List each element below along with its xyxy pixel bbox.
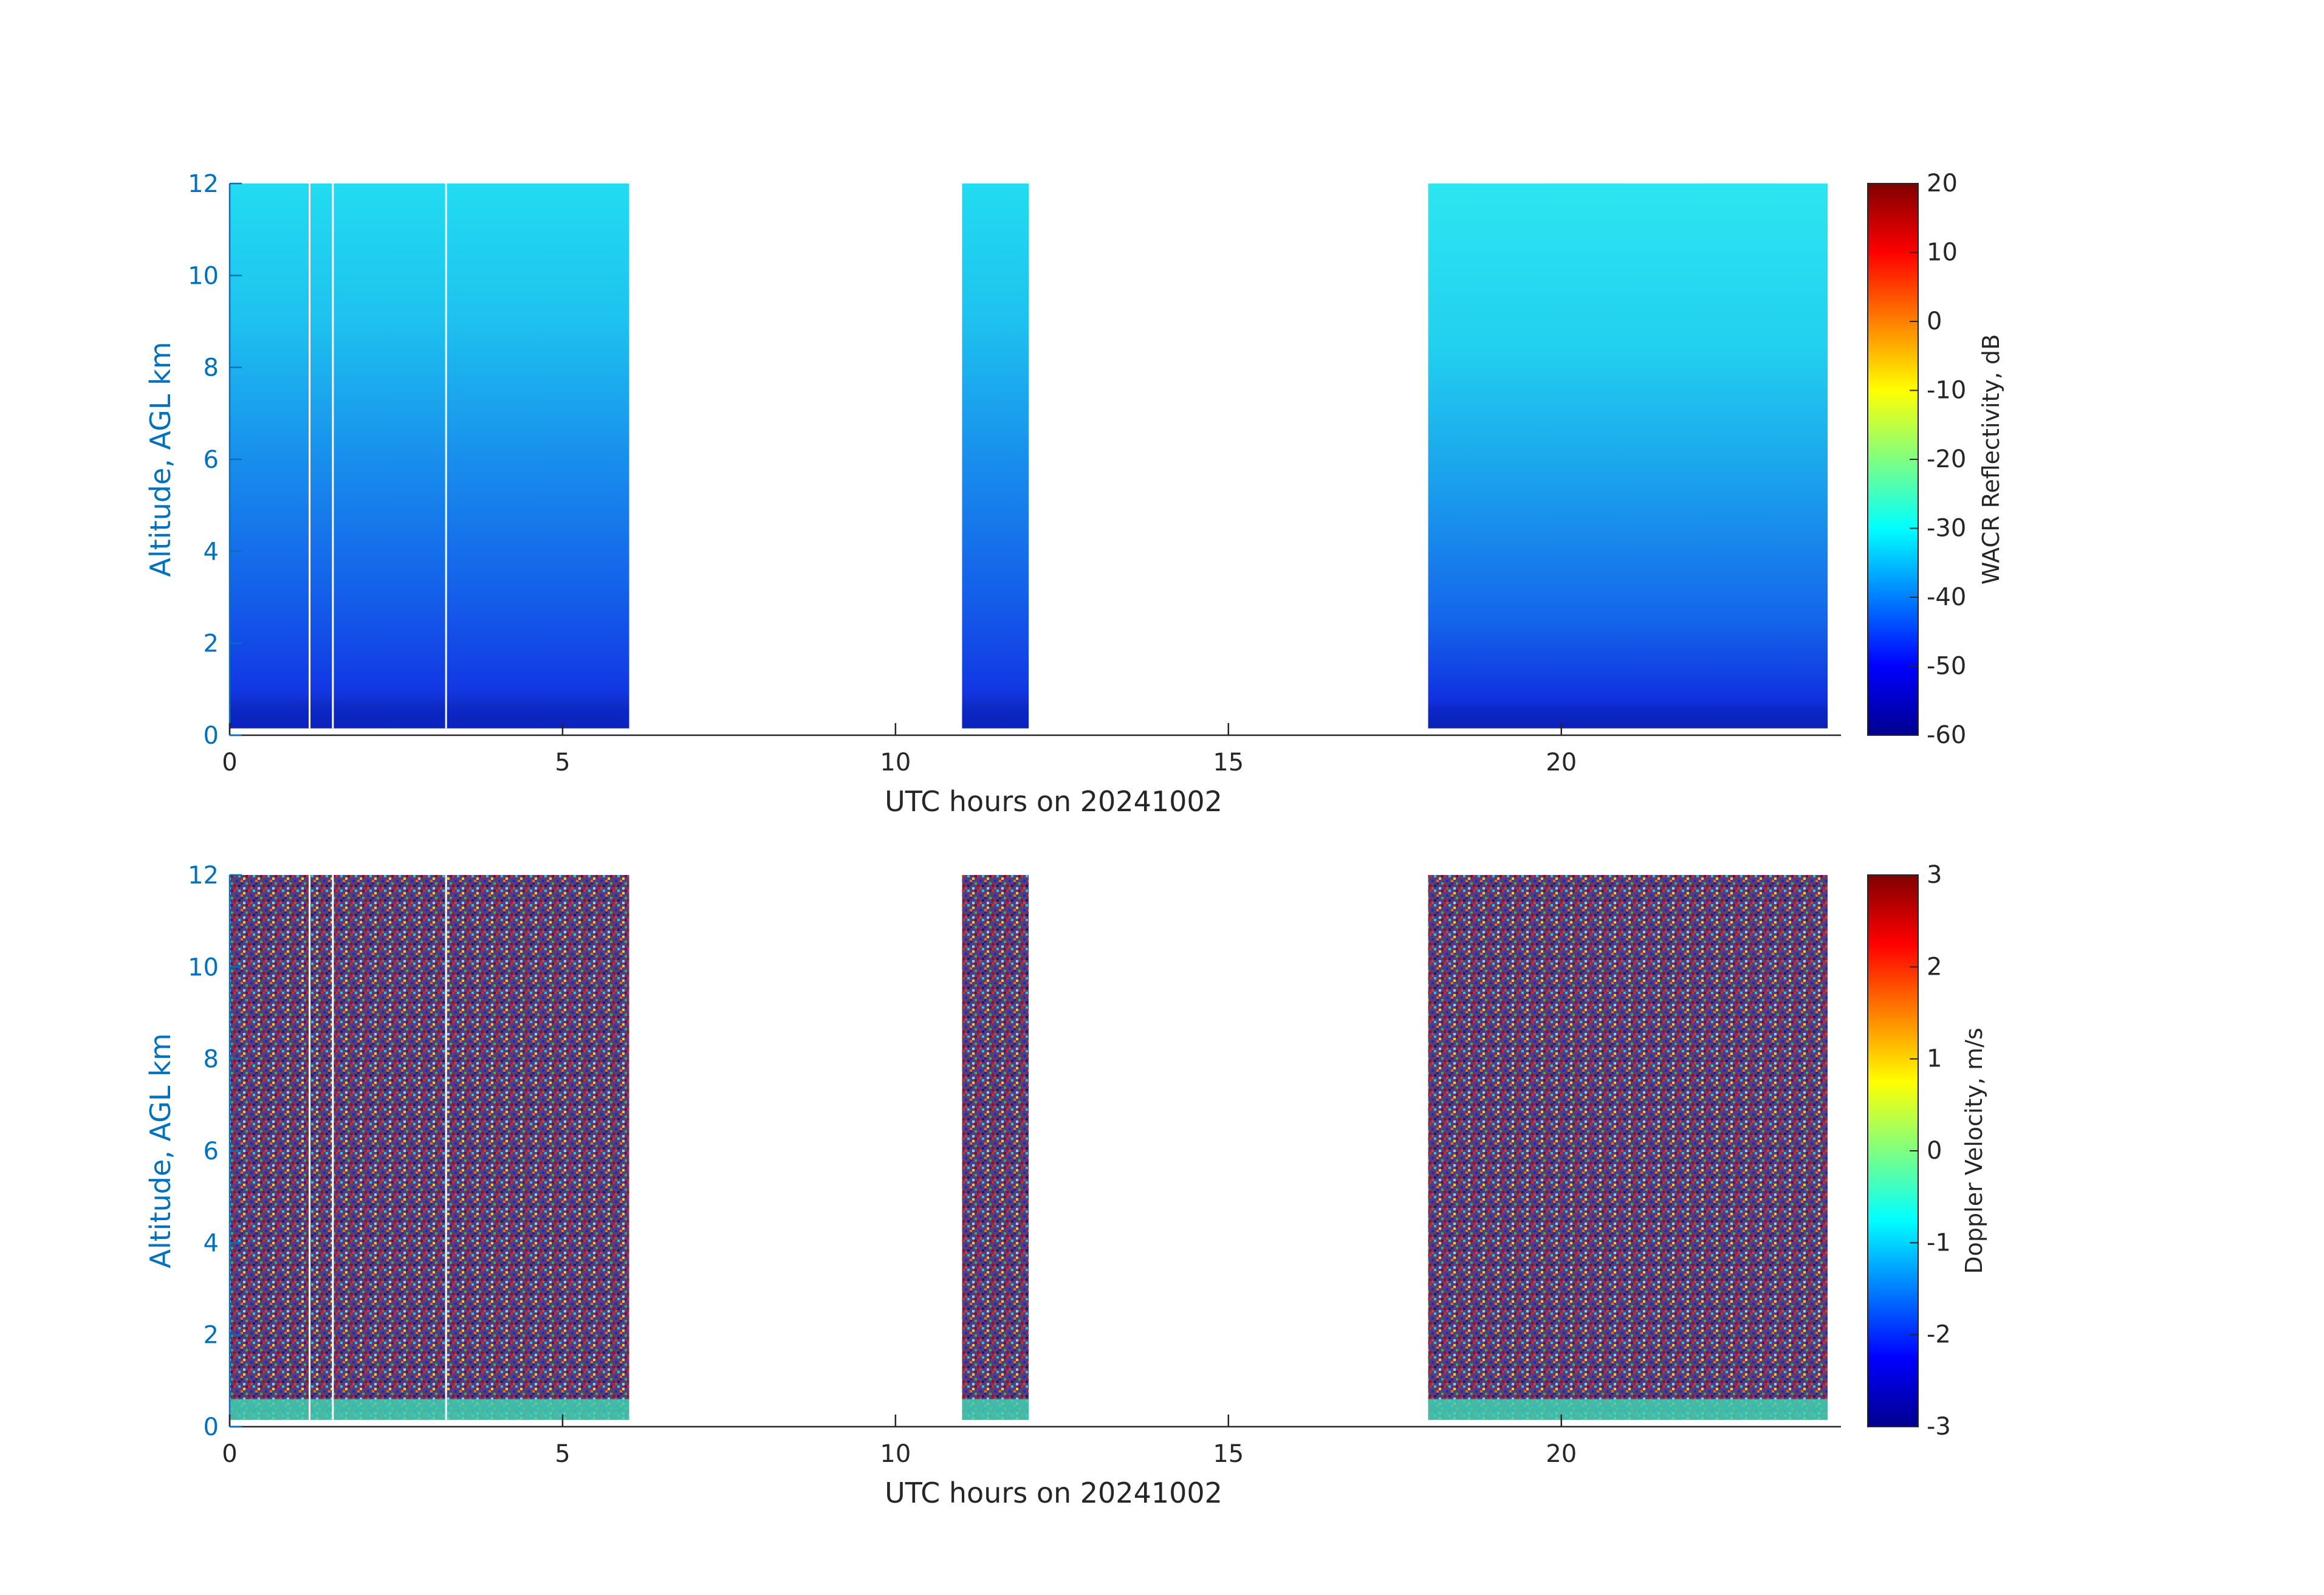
y-tick-label: 0 [204,1413,219,1441]
y-axis-label: Altitude, AGL km [144,341,177,577]
axes: 0 5 10 15 20 0 2 4 6 8 10 12 UTC hours on 20241002 Al… [144,170,1841,818]
y-tick-label: 2 [204,1322,219,1350]
colorbar-tick-label: -50 [1927,653,1966,681]
x-axis-label: UTC hours on 20241002 [885,785,1222,818]
x-tick-label: 0 [222,749,237,777]
colorbar-label: Doppler Velocity, m/s [1961,1027,1987,1274]
colorbar-tick-label: 20 [1927,170,1958,197]
near-surface-echo [962,707,1029,729]
colorbar-tick-label: 0 [1927,307,1942,335]
colorbar-tick-label: -2 [1927,1321,1951,1349]
colorbar-tick-label: 2 [1927,953,1942,981]
velocity-segment [962,875,1029,1420]
colorbar: 20 10 0 -10 -20 -30 -40 -50 -60 WACR Reflectivity… [1867,170,2004,749]
y-tick-label: 12 [188,862,219,890]
colorbar-tick-label: -40 [1927,583,1966,611]
x-axis-label: UTC hours on 20241002 [885,1477,1222,1509]
colorbar-tick-label: 3 [1927,861,1942,889]
y-tick-label: 8 [204,354,219,382]
colorbar-tick-label: -30 [1927,515,1966,543]
y-axis-label: Altitude, AGL km [144,1033,177,1268]
velocity-segment [1428,875,1828,1420]
y-tick-label: 0 [204,722,219,750]
x-tick-label: 5 [555,749,570,777]
near-surface-velocity [1428,1399,1828,1420]
x-tick-label: 15 [1213,1440,1244,1468]
colorbar: 3 2 1 0 -1 -2 -3 Doppler Velocity, m/s [1867,861,1987,1441]
y-tick-label: 2 [204,630,219,658]
colorbar-tick-label: -1 [1927,1229,1951,1257]
near-surface-echo [1428,707,1828,729]
x-tick-label: 0 [222,1440,237,1468]
colorbar-tick-label: 1 [1927,1045,1942,1073]
near-surface-velocity [230,1399,629,1420]
colorbar-tick-label: -10 [1927,377,1966,405]
x-tick-label: 15 [1213,749,1244,777]
y-tick-label: 8 [204,1046,219,1074]
y-tick-label: 10 [188,953,219,981]
x-tick-label: 5 [555,1440,570,1468]
x-tick-label: 10 [880,1440,911,1468]
y-tick-label: 4 [204,538,219,566]
x-tick-label: 20 [1546,749,1577,777]
axes: 0 5 10 15 20 0 2 4 6 8 10 12 UTC hours on 20241002 Al… [144,862,1841,1509]
near-surface-echo [230,707,629,729]
colorbar-tick-label: -60 [1927,721,1966,749]
colorbar-tick-label: -3 [1927,1413,1951,1441]
colorbar-tick-label: -20 [1927,445,1966,473]
velocity-segment [230,875,629,1420]
plot-area [230,184,1828,729]
y-tick-label: 6 [204,1137,219,1165]
x-tick-label: 10 [880,749,911,777]
y-tick-label: 6 [204,446,219,474]
reflectivity-segment [962,184,1029,729]
y-tick-label: 10 [188,262,219,290]
colorbar-label: WACR Reflectivity, dB [1978,334,2004,585]
colorbar-tick-label: 10 [1927,239,1958,267]
reflectivity-segment [230,184,629,729]
colorbar-tick-label: 0 [1927,1137,1942,1165]
reflectivity-segment [1428,184,1828,729]
plot-area [230,875,1828,1420]
y-tick-label: 4 [204,1229,219,1257]
reflectivity-panel: 0 5 10 15 20 0 2 4 6 8 10 12 UTC hours on 20241002 Al… [144,170,2004,818]
x-tick-label: 20 [1546,1440,1577,1468]
y-tick-label: 12 [188,170,219,198]
near-surface-velocity [962,1399,1029,1420]
